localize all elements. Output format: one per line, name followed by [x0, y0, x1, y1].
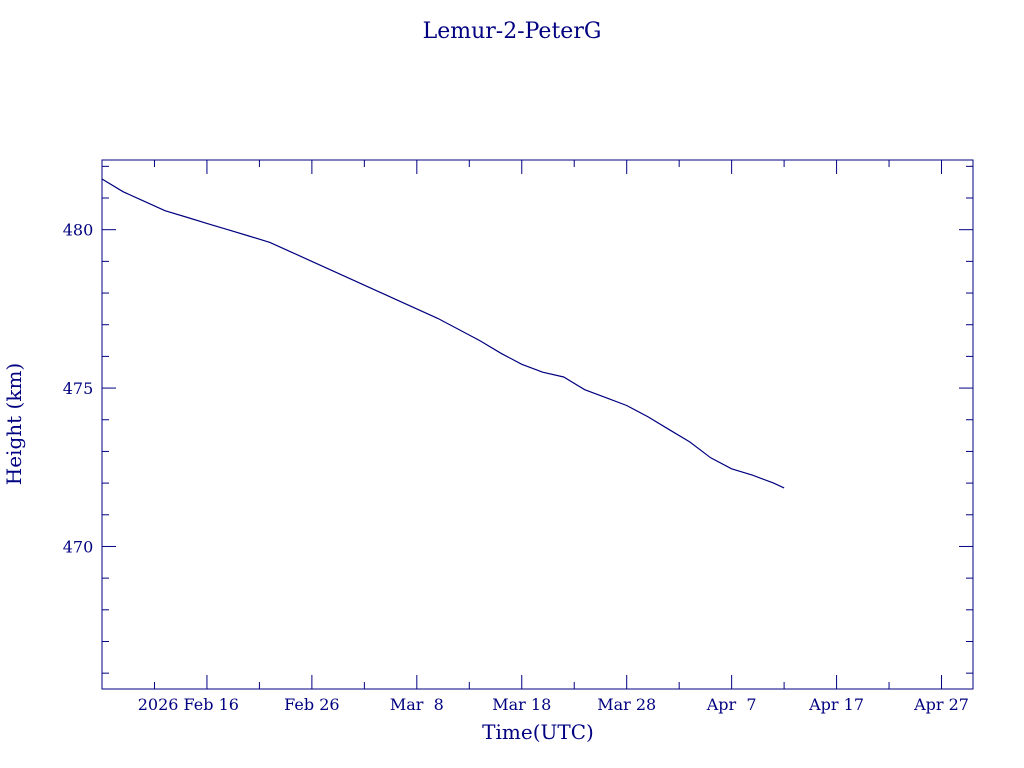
chart-title: Lemur-2-PeterG [423, 19, 602, 44]
x-tick-label: Mar 8 [390, 695, 444, 714]
x-tick-label: Mar 18 [492, 695, 551, 714]
x-tick-label: Apr 17 [808, 695, 864, 714]
x-tick-label: Mar 28 [597, 695, 656, 714]
x-axis-label: Time(UTC) [482, 720, 594, 744]
x-tick-label: Apr 27 [913, 695, 969, 714]
x-tick-label: Apr 7 [706, 695, 757, 714]
y-tick-label: 480 [63, 221, 94, 240]
x-tick-label: Feb 26 [284, 695, 339, 714]
y-axis-tick-labels: 470 475 480 [63, 221, 94, 557]
y-tick-label: 475 [63, 379, 94, 398]
height-series-line [101, 178, 785, 489]
y-axis-label: Height (km) [2, 363, 26, 485]
x-axis-ticks [101, 160, 943, 689]
y-axis-ticks [102, 165, 973, 674]
plot-frame [101, 159, 974, 690]
y-tick-label: 470 [63, 537, 94, 556]
x-tick-label: 2026 Feb 16 [138, 695, 239, 714]
x-axis-tick-labels: 2026 Feb 16 Feb 26 Mar 8 Mar 18 Mar 28 Apr 7 A… [138, 695, 969, 714]
